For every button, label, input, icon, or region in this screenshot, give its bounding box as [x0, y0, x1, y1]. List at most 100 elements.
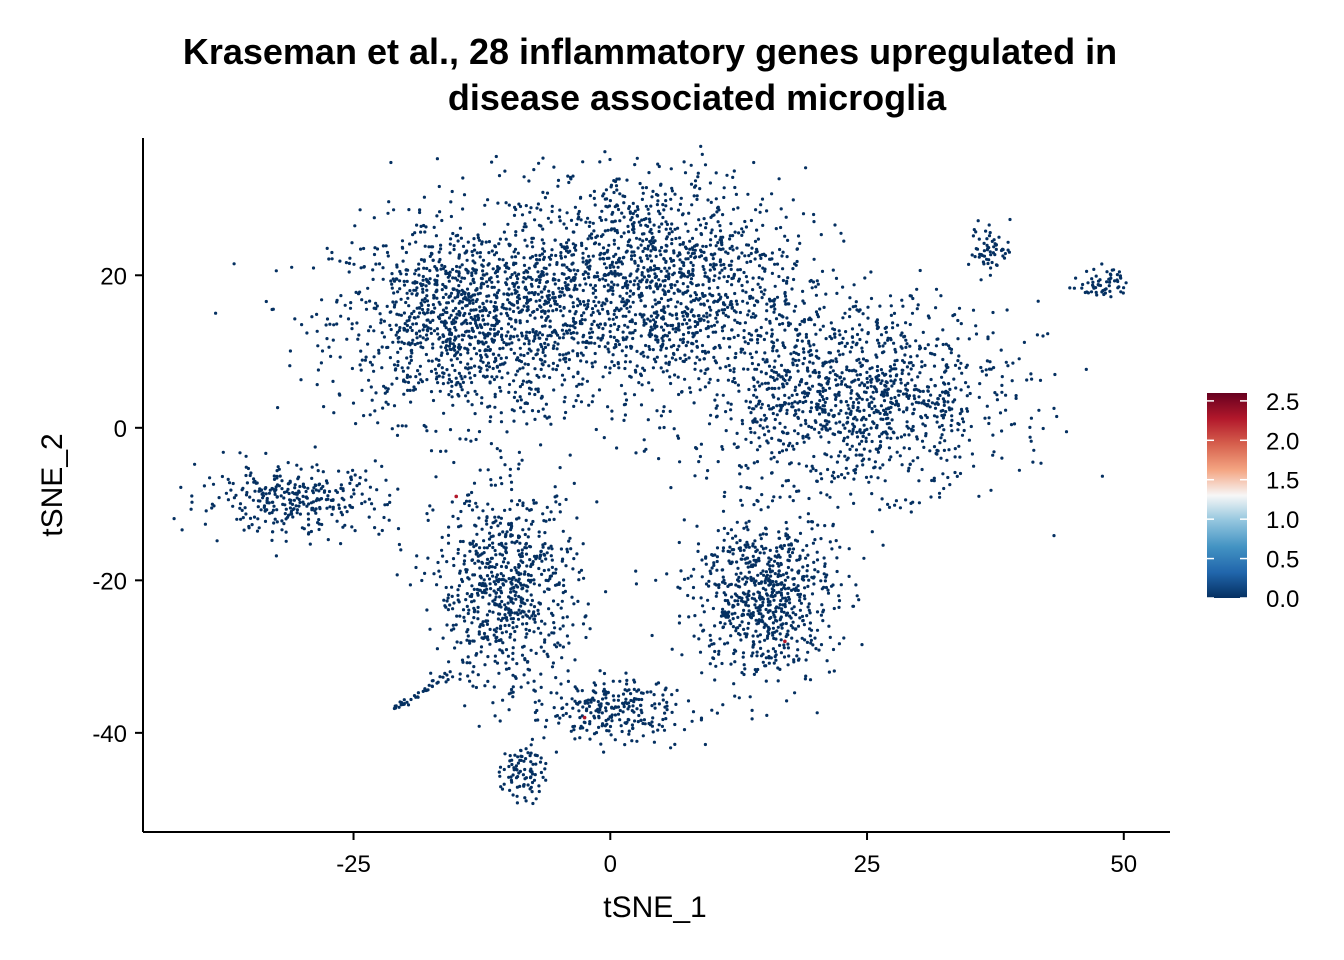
data-point — [523, 285, 528, 289]
data-point — [536, 348, 540, 352]
data-point — [825, 381, 829, 385]
data-point — [438, 389, 442, 393]
data-point — [1011, 361, 1015, 365]
data-point — [476, 326, 480, 330]
data-point — [694, 331, 698, 335]
data-point — [414, 288, 418, 292]
data-point — [532, 578, 536, 582]
data-point — [373, 409, 377, 413]
data-point — [958, 412, 962, 416]
data-point — [495, 447, 499, 451]
data-point — [781, 442, 786, 446]
data-point — [655, 203, 660, 207]
data-point — [494, 519, 498, 523]
data-point — [860, 418, 864, 422]
data-point — [752, 503, 756, 507]
data-point — [633, 209, 637, 213]
data-point — [670, 242, 674, 246]
data-point — [453, 325, 457, 330]
data-point — [869, 475, 873, 479]
data-point — [507, 390, 511, 394]
data-point — [562, 332, 566, 336]
data-point — [549, 220, 553, 224]
data-point — [735, 302, 739, 306]
data-point — [485, 355, 489, 359]
data-point — [904, 392, 909, 396]
data-point — [463, 554, 467, 558]
data-point — [595, 271, 599, 275]
data-point — [447, 279, 451, 283]
data-point — [381, 244, 385, 248]
data-point — [1000, 383, 1004, 387]
data-point — [455, 278, 459, 282]
data-point — [516, 549, 521, 553]
data-point — [560, 263, 565, 267]
data-point — [697, 460, 701, 464]
data-point — [495, 375, 499, 379]
data-point — [833, 432, 837, 437]
data-point — [465, 321, 469, 326]
data-point — [512, 284, 516, 288]
data-point — [737, 279, 741, 283]
data-point — [429, 671, 433, 675]
data-point — [415, 292, 419, 296]
data-point — [759, 203, 763, 207]
data-point — [556, 184, 560, 188]
data-point — [631, 201, 635, 205]
data-point — [716, 460, 720, 464]
data-point — [244, 465, 248, 469]
data-point — [516, 585, 520, 589]
data-point — [785, 316, 789, 320]
data-point — [815, 312, 820, 317]
data-point — [879, 440, 883, 444]
data-point — [480, 527, 484, 531]
data-point — [456, 239, 460, 243]
data-point — [493, 392, 497, 396]
data-point — [1029, 416, 1033, 420]
data-point — [784, 479, 788, 483]
data-point — [803, 418, 808, 423]
data-point — [943, 382, 947, 386]
data-point — [330, 512, 334, 517]
data-point — [379, 321, 383, 325]
data-point — [791, 361, 795, 365]
data-point — [485, 294, 489, 298]
data-point — [509, 275, 513, 279]
data-point — [648, 347, 652, 351]
data-point — [736, 383, 741, 387]
data-point — [818, 328, 822, 332]
data-point — [468, 342, 472, 346]
data-point — [603, 197, 607, 201]
data-point — [435, 327, 439, 331]
data-point — [572, 230, 576, 234]
data-point — [655, 315, 659, 319]
data-point — [582, 333, 586, 337]
data-point — [439, 247, 443, 251]
data-point — [492, 285, 496, 289]
data-point — [531, 519, 535, 524]
data-point — [938, 441, 942, 445]
data-point — [712, 262, 716, 266]
data-point — [791, 357, 795, 361]
data-point — [743, 340, 747, 344]
data-point — [457, 334, 461, 338]
data-point — [534, 253, 538, 257]
data-point — [689, 261, 693, 265]
data-point — [691, 269, 695, 273]
data-point — [626, 240, 631, 244]
data-point — [886, 387, 891, 391]
data-point — [843, 311, 847, 315]
data-point — [537, 161, 541, 165]
data-point — [492, 323, 496, 328]
data-point — [942, 403, 946, 407]
data-point — [441, 282, 445, 287]
data-point — [907, 372, 911, 376]
data-point — [681, 314, 685, 318]
data-point — [537, 285, 541, 289]
data-point — [441, 554, 445, 558]
data-point — [885, 393, 890, 397]
data-point — [469, 594, 474, 599]
data-point — [842, 239, 846, 243]
data-point — [746, 313, 750, 317]
data-point — [693, 179, 698, 183]
